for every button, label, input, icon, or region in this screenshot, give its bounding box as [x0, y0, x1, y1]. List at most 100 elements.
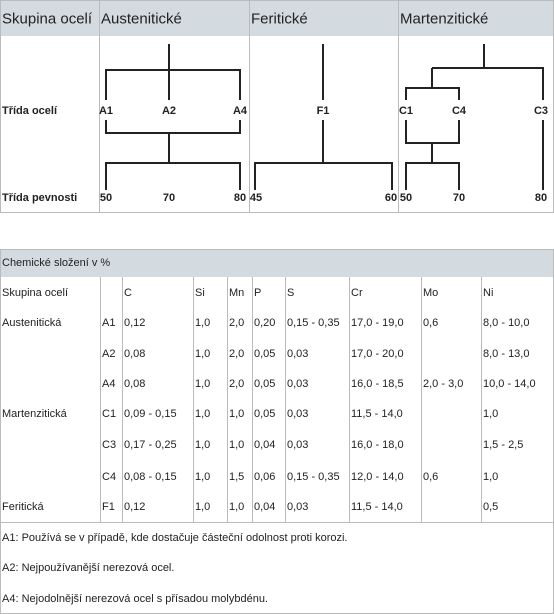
text: F1 [316, 105, 330, 117]
text: A4 [102, 378, 116, 390]
text: 70 [452, 192, 466, 204]
text: Feritické [251, 10, 308, 28]
text: 16,0 - 18,5 [351, 378, 404, 390]
text: F1 [102, 501, 115, 513]
text: A1: Používá se v případě, kde dostačuje … [2, 532, 348, 544]
text: A2: Nejpoužívanější nerezová ocel. [2, 562, 175, 574]
text: 0,03 [287, 378, 309, 390]
text: C1 [102, 408, 117, 420]
text: 70 [162, 192, 176, 204]
text: A1 [98, 105, 114, 117]
text: 1,0 [195, 317, 211, 329]
text: Třída ocelí [2, 105, 58, 117]
text: 8,0 - 13,0 [483, 348, 530, 360]
text: Mo [423, 287, 439, 299]
text: Si [195, 287, 205, 299]
text: 1,0 [195, 501, 211, 513]
text: 0,05 [254, 408, 276, 420]
text: 50 [99, 192, 113, 204]
text: Austenitické [101, 10, 182, 28]
text: 2,0 [229, 378, 245, 390]
text: C3 [102, 439, 117, 451]
top-header [0, 0, 554, 36]
text: 80 [233, 192, 247, 204]
text: C4 [102, 471, 117, 483]
text: Feritická [2, 501, 44, 513]
text: A2 [102, 348, 116, 360]
text: 1,0 [483, 471, 499, 483]
chem-header [0, 249, 554, 277]
text: 0,03 [287, 408, 309, 420]
text: Martenzitické [400, 10, 489, 28]
text: S [287, 287, 295, 299]
text: 0,09 - 0,15 [124, 408, 177, 420]
text: C [124, 287, 132, 299]
text: 1,0 [229, 408, 245, 420]
text: Chemické složení v % [2, 257, 111, 269]
text: 8,0 - 10,0 [483, 317, 530, 329]
text: 11,5 - 14,0 [351, 408, 403, 420]
text: Austenitická [2, 317, 62, 329]
text: A4 [232, 105, 248, 117]
text: 17,0 - 19,0 [351, 317, 404, 329]
text: C4 [451, 105, 467, 117]
text: 1,0 [229, 439, 245, 451]
text: Skupina ocelí [2, 10, 93, 28]
text: 2,0 [229, 317, 245, 329]
text: 45 [249, 192, 263, 204]
text: 0,04 [254, 439, 276, 451]
text: Ni [483, 287, 494, 299]
text: 0,6 [423, 317, 439, 329]
text: A2 [161, 105, 177, 117]
text: 0,08 [124, 378, 146, 390]
text: 1,5 [229, 471, 245, 483]
text: 1,0 [195, 408, 211, 420]
text: 10,0 - 14,0 [483, 378, 536, 390]
text: 0,12 [124, 317, 146, 329]
text: Martenzitická [2, 408, 67, 420]
text: 0,03 [287, 501, 309, 513]
text: 0,03 [287, 439, 309, 451]
text: 1,0 [229, 501, 245, 513]
text: Třída pevnosti [2, 192, 78, 204]
text: 0,15 - 0,35 [287, 471, 340, 483]
text: 0,5 [483, 501, 499, 513]
text: 1,0 [483, 408, 499, 420]
text: 0,05 [254, 348, 276, 360]
text: 1,0 [195, 471, 211, 483]
text: C3 [533, 105, 549, 117]
text: 60 [384, 192, 398, 204]
text: 16,0 - 18,0 [351, 439, 404, 451]
text: C1 [398, 105, 414, 117]
text: Cr [351, 287, 363, 299]
text: 0,6 [423, 471, 439, 483]
text: 80 [534, 192, 548, 204]
text: P [254, 287, 262, 299]
text: 1,0 [195, 378, 211, 390]
text: 1,5 - 2,5 [483, 439, 524, 451]
text: 12,0 - 14,0 [351, 471, 404, 483]
text: 0,20 [254, 317, 276, 329]
text: A4: Nejodolnější nerezová ocel s přísado… [2, 593, 268, 605]
text: 0,05 [254, 378, 276, 390]
text: Skupina ocelí [2, 287, 69, 299]
text: 50 [399, 192, 413, 204]
text: 17,0 - 20,0 [351, 348, 404, 360]
text: 1,0 [195, 439, 211, 451]
text: 0,17 - 0,25 [124, 439, 177, 451]
text: 0,15 - 0,35 [287, 317, 340, 329]
text: Mn [229, 287, 245, 299]
text: 1,0 [195, 348, 211, 360]
text: 0,06 [254, 471, 276, 483]
text: 0,04 [254, 501, 276, 513]
text: 0,08 [124, 348, 146, 360]
text: 11,5 - 14,0 [351, 501, 403, 513]
text: 2,0 [229, 348, 245, 360]
text: 0,12 [124, 501, 146, 513]
text: 0,03 [287, 348, 309, 360]
text: 2,0 - 3,0 [423, 378, 464, 390]
text: 0,08 - 0,15 [124, 471, 177, 483]
text: A1 [102, 317, 116, 329]
